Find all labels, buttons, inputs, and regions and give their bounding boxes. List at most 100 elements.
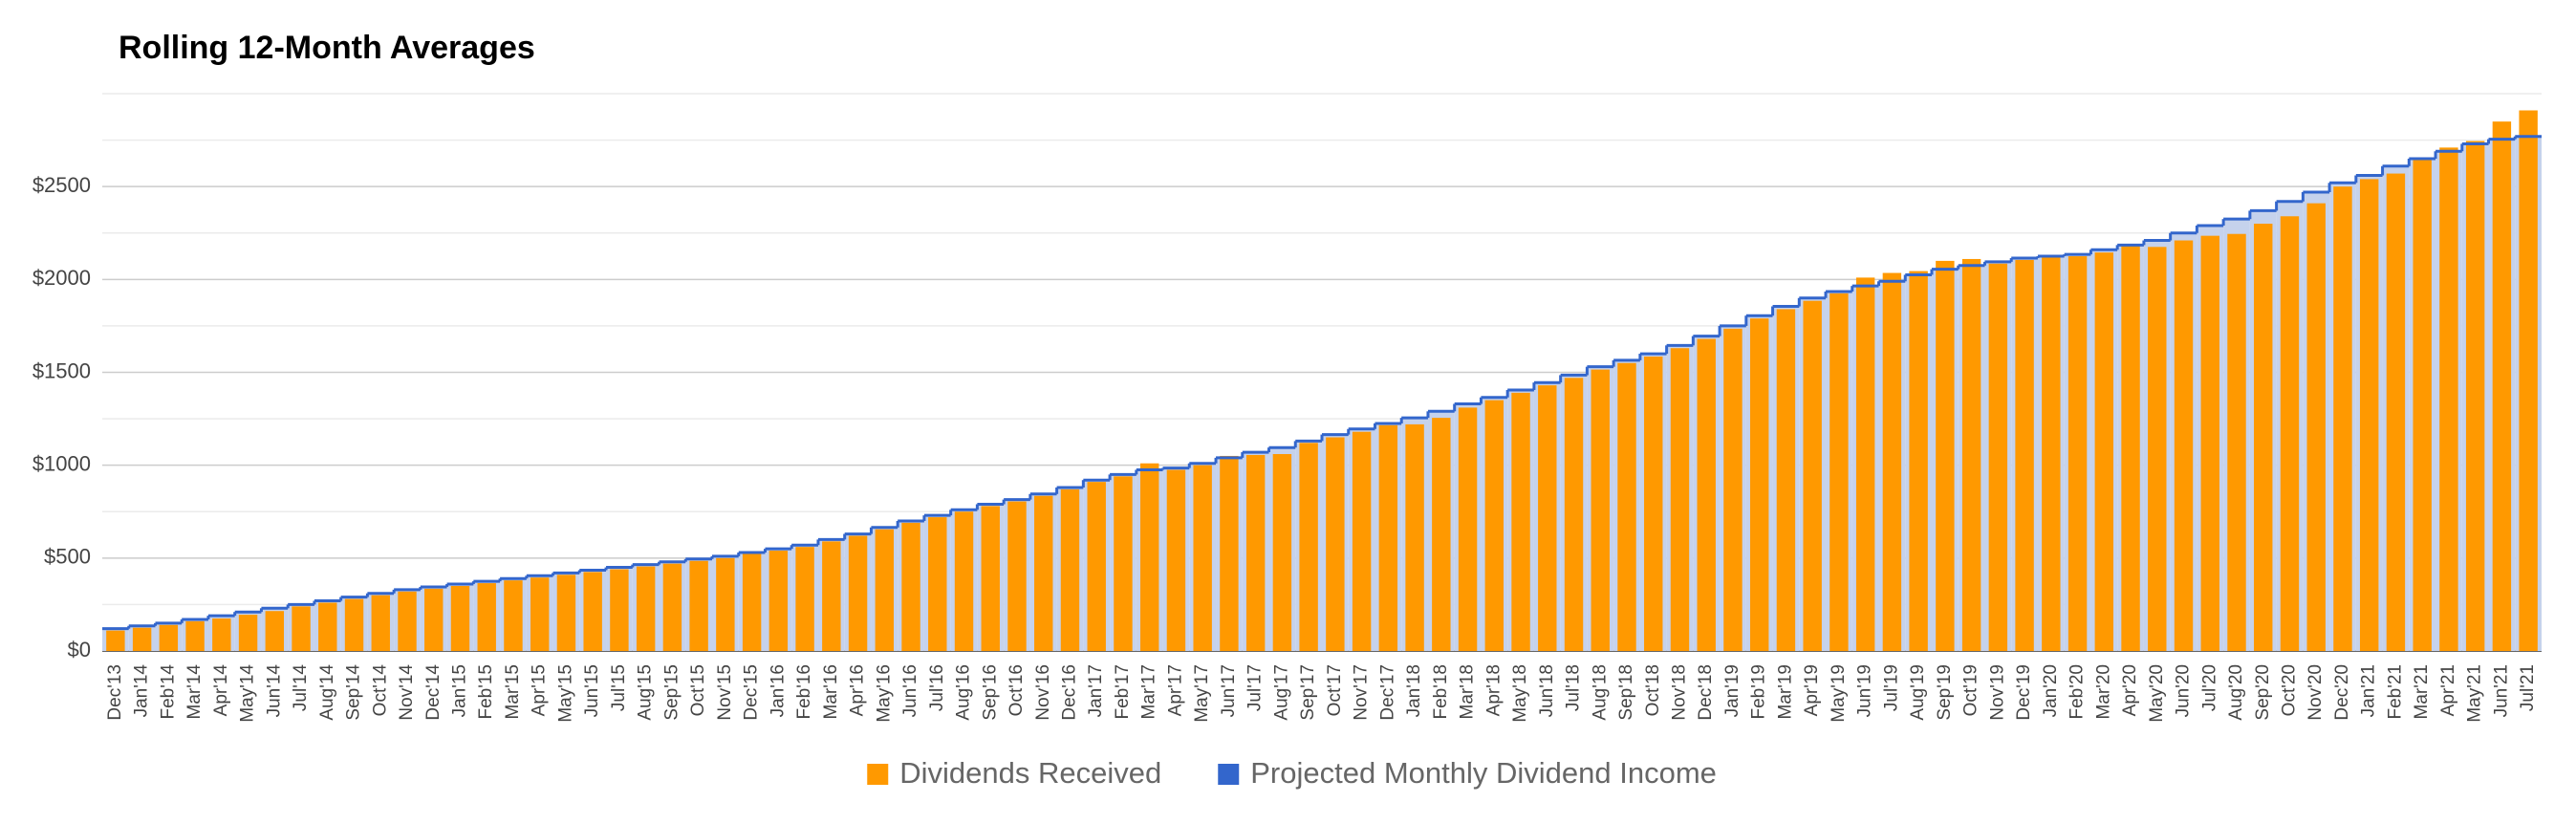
bar bbox=[2227, 233, 2246, 651]
bar bbox=[954, 511, 974, 651]
x-tick-label: Jul'21 bbox=[2518, 664, 2538, 711]
bar bbox=[1670, 348, 1690, 651]
bar bbox=[2174, 240, 2194, 652]
bar bbox=[477, 583, 496, 651]
legend-swatch bbox=[867, 764, 889, 785]
bar bbox=[1139, 463, 1159, 651]
x-tick-label: May'16 bbox=[874, 664, 894, 723]
bar bbox=[1882, 272, 1902, 651]
bar bbox=[2200, 235, 2219, 652]
bar bbox=[928, 517, 947, 651]
bar bbox=[1697, 338, 1716, 651]
y-tick-label: $2500 bbox=[32, 173, 91, 197]
x-tick-label: Jan'15 bbox=[449, 664, 469, 717]
bar bbox=[2148, 247, 2167, 651]
x-tick-label: Feb'20 bbox=[2067, 664, 2088, 720]
bar bbox=[504, 580, 523, 651]
bar bbox=[2067, 256, 2088, 651]
bar bbox=[1114, 476, 1133, 651]
x-tick-label: Feb'21 bbox=[2385, 664, 2405, 720]
bar bbox=[610, 569, 629, 651]
x-tick-label: Sep'16 bbox=[980, 664, 1000, 721]
bar bbox=[2254, 224, 2273, 652]
x-tick-label: Mar'17 bbox=[1139, 664, 1159, 719]
bar bbox=[2519, 110, 2538, 652]
bar bbox=[1776, 309, 1796, 651]
x-tick-label: Nov'20 bbox=[2305, 664, 2326, 721]
bar bbox=[556, 575, 576, 651]
x-tick-label: Feb'19 bbox=[1749, 664, 1769, 720]
bar bbox=[1166, 469, 1186, 651]
y-tick-label: $2000 bbox=[32, 266, 91, 290]
bar bbox=[212, 618, 231, 651]
x-tick-label: Sep'17 bbox=[1298, 664, 1318, 721]
bar bbox=[2492, 121, 2512, 651]
bar bbox=[795, 547, 814, 651]
x-tick-label: Jul'20 bbox=[2199, 664, 2219, 711]
x-tick-label: Sep'20 bbox=[2253, 664, 2273, 721]
x-tick-label: Aug'15 bbox=[636, 664, 656, 721]
bar bbox=[1326, 437, 1345, 651]
bar bbox=[1060, 488, 1080, 651]
x-tick-label: Apr'17 bbox=[1165, 664, 1185, 716]
x-tick-label: Feb'16 bbox=[794, 664, 814, 720]
bar bbox=[1484, 400, 1504, 651]
bar bbox=[1988, 263, 2008, 651]
x-tick-label: May'15 bbox=[555, 664, 575, 723]
bar bbox=[1723, 328, 1743, 651]
x-tick-label: Apr'14 bbox=[211, 664, 231, 717]
x-tick-label: Mar'16 bbox=[821, 664, 841, 719]
x-tick-label: Dec'20 bbox=[2332, 664, 2352, 721]
x-tick-label: Aug'20 bbox=[2226, 664, 2246, 721]
bar bbox=[822, 541, 841, 651]
bar bbox=[2333, 186, 2352, 651]
x-tick-label: Apr'19 bbox=[1802, 664, 1822, 716]
bar bbox=[185, 620, 205, 651]
x-tick-label: Jun'19 bbox=[1855, 664, 1875, 717]
x-tick-label: Oct'18 bbox=[1643, 664, 1663, 716]
x-tick-label: Oct'16 bbox=[1007, 664, 1027, 716]
x-tick-label: Aug'19 bbox=[1908, 664, 1928, 721]
bar bbox=[2413, 159, 2432, 651]
bar bbox=[2015, 259, 2034, 651]
bar bbox=[981, 506, 1000, 651]
x-tick-label: Aug'17 bbox=[1271, 664, 1291, 721]
x-tick-label: May'17 bbox=[1192, 664, 1212, 723]
x-tick-label: Jun'20 bbox=[2174, 664, 2194, 717]
x-tick-label: Apr'20 bbox=[2120, 664, 2140, 716]
x-tick-label: Jun'21 bbox=[2491, 664, 2511, 717]
x-tick-label: Jan'17 bbox=[1086, 664, 1106, 717]
bar bbox=[1617, 362, 1636, 651]
bar bbox=[2439, 147, 2458, 651]
bar bbox=[2042, 257, 2061, 651]
bar bbox=[530, 577, 550, 651]
x-tick-label: Aug'14 bbox=[317, 664, 337, 721]
x-tick-label: Sep'18 bbox=[1616, 664, 1636, 721]
bar bbox=[106, 630, 125, 651]
bar bbox=[1034, 495, 1053, 651]
bar bbox=[1007, 501, 1027, 651]
x-tick-label: May'14 bbox=[238, 664, 258, 723]
bar bbox=[450, 585, 470, 651]
x-tick-label: Apr'15 bbox=[530, 664, 550, 716]
bar bbox=[318, 602, 337, 651]
bar bbox=[2094, 252, 2114, 651]
x-tick-label: May'21 bbox=[2465, 664, 2485, 723]
x-tick-label: Mar'21 bbox=[2412, 664, 2432, 719]
x-tick-label: Dec'13 bbox=[105, 664, 125, 721]
x-tick-label: Feb'17 bbox=[1113, 664, 1133, 720]
x-tick-label: Feb'15 bbox=[476, 664, 496, 720]
legend-label: Dividends Received bbox=[899, 756, 1161, 790]
bar bbox=[1644, 356, 1663, 651]
bar bbox=[1511, 392, 1530, 651]
bar bbox=[1405, 423, 1424, 651]
x-tick-label: Dec'14 bbox=[423, 664, 444, 721]
chart-title: Rolling 12-Month Averages bbox=[119, 30, 535, 66]
x-tick-label: Jul'16 bbox=[927, 664, 947, 711]
y-tick-label: $1500 bbox=[32, 358, 91, 382]
bar bbox=[424, 588, 444, 651]
x-tick-label: Oct'19 bbox=[1961, 664, 1981, 716]
x-tick-label: Feb'18 bbox=[1431, 664, 1451, 720]
x-tick-label: Dec'16 bbox=[1059, 664, 1079, 721]
bar bbox=[1749, 318, 1769, 651]
